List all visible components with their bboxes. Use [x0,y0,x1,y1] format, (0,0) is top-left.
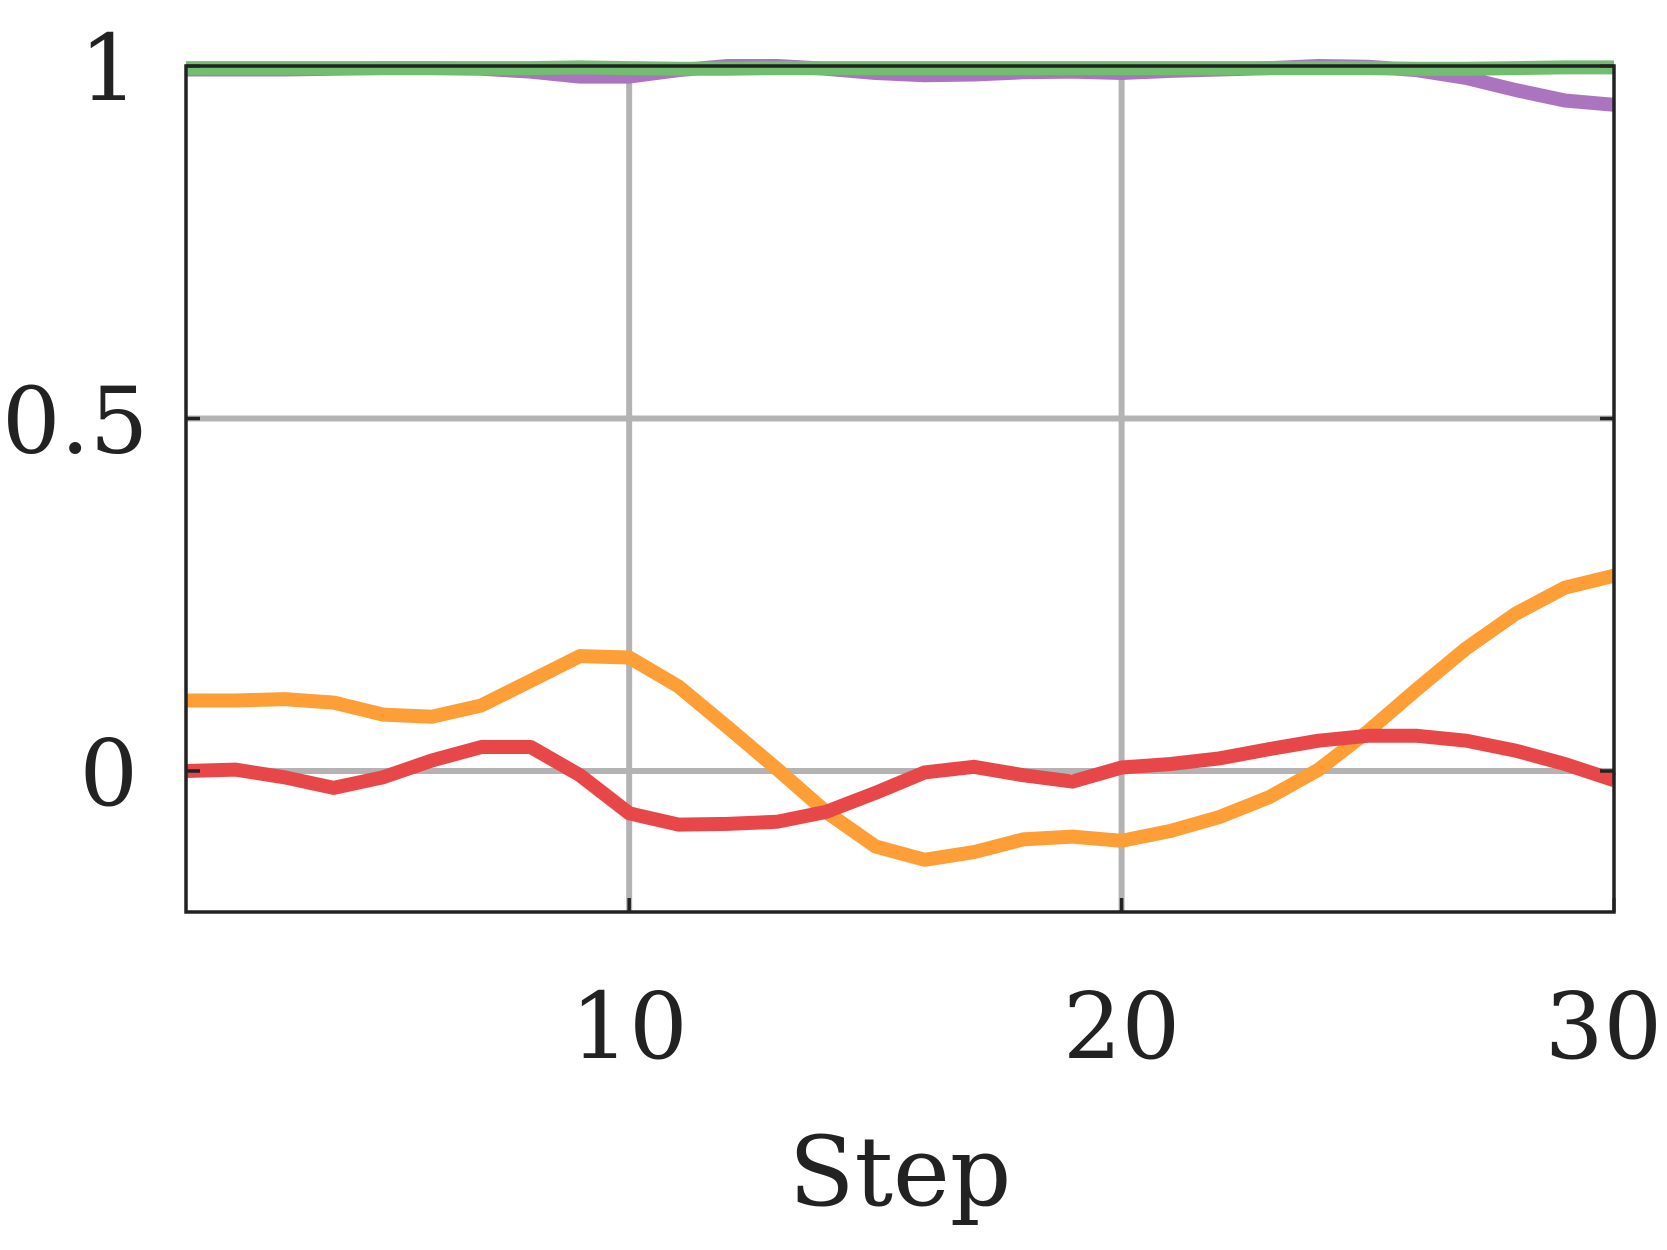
x-tick-label: 10 [571,973,688,1080]
tick-labels: 10 20 30 0 0.5 1 [2,15,1662,1080]
series-line-2 [186,60,1614,76]
x-tick-label: 20 [1063,973,1180,1080]
plot-frame [184,64,1616,914]
y-tick-label: 0.5 [2,368,148,475]
series-line-4 [185,728,1617,832]
series-line-3 [186,568,1616,867]
x-axis-label: Step [789,1116,1012,1228]
plot-frame-border [184,64,1616,914]
y-tick-label: 0 [79,720,138,827]
series-lines [185,59,1617,867]
x-tick-label: 30 [1545,973,1662,1080]
y-tick-label: 1 [79,15,138,122]
